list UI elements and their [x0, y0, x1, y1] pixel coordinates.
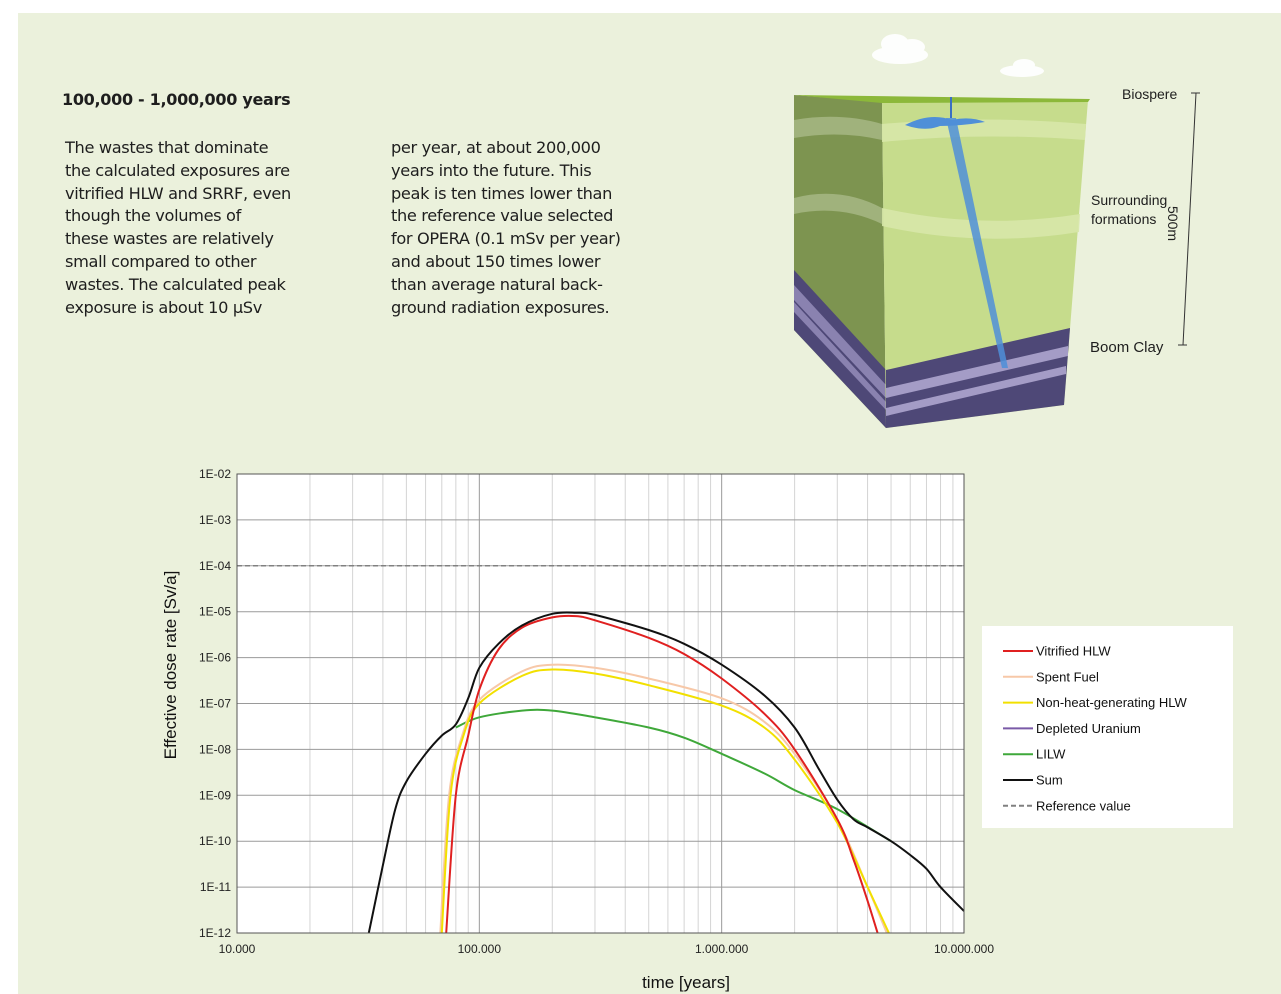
text-line: The wastes that dominate: [65, 138, 269, 157]
plot-border: [236, 473, 965, 934]
text-line: for OPERA (0.1 mSv per year): [391, 229, 621, 249]
legend-label: Non-heat-generating HLW: [1036, 695, 1188, 710]
text-column-1: The wastes that dominate the calculated e…: [65, 137, 340, 319]
series-line-vitrified-hlw: [445, 614, 879, 934]
legend-label: Reference value: [1036, 798, 1131, 813]
text-line: years into the future. This: [391, 160, 592, 180]
text-line: per year, at about 200,000: [391, 138, 601, 157]
y-tick-label: 1E-08: [199, 742, 231, 756]
y-tick-label: 1E-04: [199, 559, 231, 573]
y-tick-label: 1E-06: [199, 651, 231, 665]
series-line-lilw: [455, 708, 892, 843]
x-tick-label: 100.000: [458, 942, 502, 956]
repository-block-diagram: [794, 34, 1090, 428]
section-heading: 100,000 - 1,000,000 years: [62, 90, 291, 109]
x-tick-label: 10.000.000: [934, 942, 994, 956]
y-tick-label: 1E-02: [199, 467, 231, 481]
legend-label: Depleted Uranium: [1036, 721, 1141, 736]
series-line-non-heat-generating-hlw: [440, 668, 890, 934]
legend-label: LILW: [1036, 747, 1066, 762]
text-line: than average natural back-: [391, 274, 603, 294]
surrounding-label-line2: formations: [1091, 211, 1157, 227]
legend-label: Spent Fuel: [1036, 669, 1099, 684]
legend-label: Sum: [1036, 773, 1063, 788]
x-tick-label: 1.000.000: [695, 942, 749, 956]
text-line: these wastes are relatively: [65, 229, 274, 249]
x-tick-label: 10.000: [219, 942, 256, 956]
text-line: though the volumes of: [65, 206, 241, 226]
legend-box: [982, 626, 1233, 828]
legend-label: Vitrified HLW: [1036, 644, 1111, 659]
y-tick-label: 1E-10: [199, 834, 231, 848]
text-line: ground radiation exposures.: [391, 297, 610, 317]
text-column-2: per year, at about 200,000 years into the…: [391, 137, 666, 319]
cloud-icon: [872, 34, 1044, 77]
text-line: small compared to other: [65, 251, 257, 271]
y-axis-label: Effective dose rate [Sv/a]: [161, 571, 180, 760]
y-tick-label: 1E-07: [199, 697, 231, 711]
y-tick-label: 1E-09: [199, 788, 231, 802]
text-line: peak is ten times lower than: [391, 183, 612, 203]
text-line: the reference value selected: [391, 206, 614, 226]
text-line: the calculated exposures are: [65, 160, 290, 180]
x-axis-label: time [years]: [642, 973, 730, 992]
y-tick-label: 1E-03: [199, 513, 231, 527]
boom-clay-label: Boom Clay: [1090, 339, 1164, 356]
biosphere-label: Biospere: [1122, 86, 1178, 102]
text-line: and about 150 times lower: [391, 251, 601, 271]
series-line-sum: [367, 611, 965, 934]
y-tick-label: 1E-12: [199, 926, 231, 940]
y-tick-label: 1E-05: [199, 605, 231, 619]
text-line: wastes. The calculated peak: [65, 274, 286, 294]
y-tick-label: 1E-11: [200, 880, 231, 894]
surrounding-label-line1: Surrounding: [1091, 192, 1168, 208]
surrounding-formations-label: Surrounding formations: [1091, 191, 1167, 229]
text-line: vitrified HLW and SRRF, even: [65, 183, 291, 203]
text-line: exposure is about 10 µSv: [65, 297, 262, 317]
